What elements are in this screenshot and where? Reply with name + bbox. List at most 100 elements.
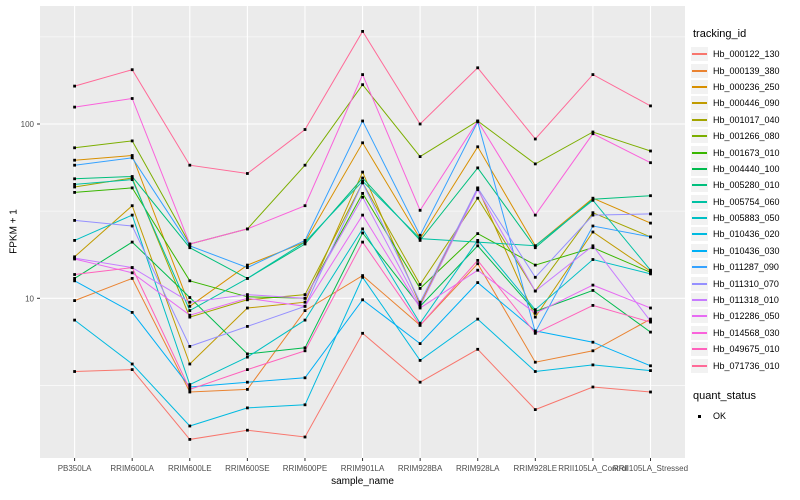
data-point: [418, 306, 422, 310]
data-point: [649, 268, 652, 272]
legend-item-label: Hb_000122_130: [713, 49, 780, 60]
legend-key-line: [692, 118, 707, 121]
data-point: [246, 406, 249, 410]
data-point: [649, 212, 652, 216]
data-point: [188, 362, 192, 366]
data-point: [476, 259, 480, 262]
legend-item-Hb_005754_060: Hb_005754_060: [691, 194, 799, 210]
x-tick-label: RRII105LA_Control: [558, 464, 628, 473]
x-tick-label: RRIM928LE: [514, 464, 558, 473]
data-point: [649, 270, 652, 274]
data-point: [533, 331, 537, 335]
data-point: [533, 275, 537, 279]
legend-key-swatch: [691, 260, 708, 275]
data-point: [591, 340, 595, 344]
data-point: [533, 308, 537, 312]
legend-item-Hb_001017_040: Hb_001017_040: [691, 112, 799, 128]
data-point: [73, 163, 76, 167]
data-point: [246, 306, 249, 310]
legend-item-Hb_012286_050: Hb_012286_050: [691, 308, 799, 324]
data-point: [591, 198, 595, 202]
x-tick-label: RRIM600SE: [225, 464, 269, 473]
data-point: [591, 258, 595, 261]
data-point: [533, 162, 537, 166]
data-point: [361, 170, 364, 174]
legend-key-swatch: [691, 227, 708, 242]
data-point: [476, 145, 480, 149]
y-tick-label: 100: [21, 120, 35, 129]
legend-key-swatch: [691, 145, 708, 160]
data-point: [533, 311, 537, 315]
legend-item-label: Hb_010436_030: [713, 245, 780, 256]
quant-legend-items: OK: [691, 408, 799, 424]
legend-item-Hb_071736_010: Hb_071736_010: [691, 357, 799, 373]
data-point: [591, 230, 595, 234]
data-point: [246, 298, 249, 302]
data-point: [418, 233, 422, 237]
data-point: [73, 177, 76, 181]
data-point: [361, 192, 364, 195]
legend-key-swatch: [691, 293, 708, 308]
x-tick-label: RRIM928LA: [456, 464, 500, 473]
legend-item-label: Hb_004440_100: [713, 163, 780, 174]
data-point: [303, 435, 307, 439]
data-point: [361, 179, 364, 183]
legend-item-Hb_001266_080: Hb_001266_080: [691, 128, 799, 144]
data-point: [188, 242, 192, 246]
legend-item-Hb_011287_090: Hb_011287_090: [691, 259, 799, 275]
legend-key-swatch: [691, 276, 708, 291]
data-point: [418, 321, 422, 325]
data-point: [188, 313, 192, 317]
data-point: [361, 119, 364, 123]
data-point: [130, 176, 134, 180]
legend-item-label: Hb_014568_030: [713, 327, 780, 338]
legend-key-line: [692, 200, 707, 203]
data-point: [649, 104, 652, 108]
legend-key-line: [692, 233, 707, 236]
legend-key-swatch: [691, 96, 708, 111]
data-point: [188, 309, 192, 312]
legend-item-label: Hb_001673_010: [713, 147, 780, 158]
data-point: [591, 289, 595, 292]
data-point: [476, 166, 480, 170]
data-point: [73, 273, 76, 276]
data-point: [649, 221, 652, 225]
data-point: [591, 385, 595, 389]
data-point: [303, 304, 307, 308]
data-point: [303, 346, 307, 350]
data-point: [361, 298, 364, 302]
data-point: [591, 132, 595, 136]
data-point: [188, 345, 192, 348]
legend-key-swatch: [691, 325, 708, 340]
legend-item-Hb_005883_050: Hb_005883_050: [691, 210, 799, 226]
data-point: [649, 369, 652, 372]
data-point: [649, 330, 652, 334]
data-point: [418, 283, 422, 286]
y-axis-title: FPKM + 1: [8, 209, 20, 254]
data-point: [73, 239, 76, 242]
data-point: [188, 438, 192, 441]
y-tick-label: 10: [25, 294, 34, 303]
legend-key-line: [692, 249, 707, 252]
data-point: [130, 204, 134, 208]
data-point: [476, 66, 480, 70]
x-tick-label: RRIM928BA: [398, 464, 443, 473]
data-point: [476, 268, 480, 272]
data-point: [303, 376, 307, 380]
legend-item-Hb_000122_130: Hb_000122_130: [691, 46, 799, 62]
legend-item-label: Hb_010436_020: [713, 229, 780, 240]
data-point: [303, 349, 307, 353]
data-point: [533, 360, 537, 364]
data-point: [303, 403, 307, 407]
data-point: [188, 315, 192, 319]
legend-item-label: Hb_012286_050: [713, 311, 780, 322]
data-point: [533, 310, 537, 313]
x-tick-label: RRIM600LE: [168, 464, 212, 473]
legend-title-tracking-id: tracking_id: [693, 28, 747, 40]
data-point: [303, 296, 307, 300]
data-point: [649, 317, 652, 321]
data-point: [418, 303, 422, 306]
legend-item-label: Hb_049675_010: [713, 344, 780, 355]
data-point: [476, 262, 480, 266]
